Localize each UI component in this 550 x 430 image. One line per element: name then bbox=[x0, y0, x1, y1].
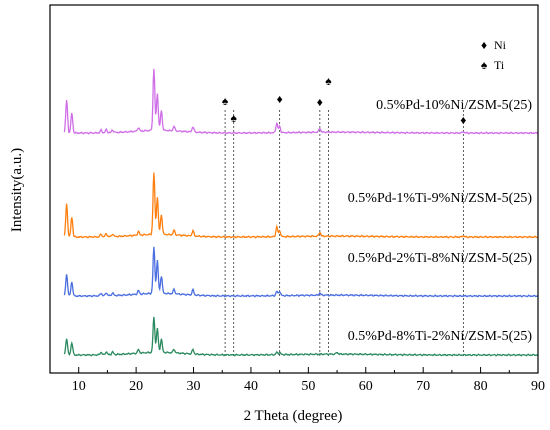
ni-marker-icon: ♦ bbox=[460, 113, 466, 127]
x-tick-label: 40 bbox=[244, 379, 258, 394]
legend: ♦ Ni ♠ Ti bbox=[481, 38, 507, 72]
ti-legend-icon: ♠ bbox=[481, 58, 488, 72]
y-axis-title: Intensity(a.u.) bbox=[9, 148, 25, 232]
ti-marker-icon: ♠ bbox=[325, 74, 332, 88]
ti-marker-icon: ♠ bbox=[222, 94, 229, 108]
legend-label-ni: Ni bbox=[494, 38, 507, 52]
series-line-2 bbox=[63, 172, 539, 239]
ni-marker-icon: ♦ bbox=[277, 92, 283, 106]
plot-frame bbox=[49, 4, 539, 374]
axes: 10 20 30 40 50 60 70 80 90 bbox=[49, 4, 545, 394]
series-label-2: 0.5%Pd-1%Ti-9%Ni/ZSM-5(25) bbox=[348, 191, 533, 206]
phase-markers: ♠♠♦ ♦♠♦ bbox=[222, 74, 467, 127]
series-lines bbox=[63, 68, 539, 357]
series-line-3 bbox=[63, 246, 539, 298]
x-tick-label: 80 bbox=[474, 379, 488, 394]
x-tick-label: 90 bbox=[531, 379, 545, 394]
series-line-4 bbox=[63, 316, 539, 357]
x-tick-label: 20 bbox=[129, 379, 143, 394]
reference-lines bbox=[224, 110, 464, 357]
x-tick-label: 60 bbox=[359, 379, 373, 394]
x-tick-label: 50 bbox=[301, 379, 315, 394]
series-label-1: 0.5%Pd-10%Ni/ZSM-5(25) bbox=[376, 98, 532, 113]
x-axis-title: 2 Theta (degree) bbox=[244, 408, 343, 424]
x-tick-label: 30 bbox=[187, 379, 201, 394]
x-tick-label: 70 bbox=[416, 379, 430, 394]
legend-label-ti: Ti bbox=[494, 58, 505, 72]
series-label-3: 0.5%Pd-2%Ti-8%Ni/ZSM-5(25) bbox=[348, 251, 533, 266]
ni-legend-icon: ♦ bbox=[481, 38, 487, 52]
series-line-1 bbox=[63, 68, 539, 135]
series-label-4: 0.5%Pd-8%Ti-2%Ni/ZSM-5(25) bbox=[348, 329, 533, 344]
x-tick-label: 10 bbox=[72, 379, 86, 394]
series-labels: 0.5%Pd-10%Ni/ZSM-5(25) 0.5%Pd-1%Ti-9%Ni/Z… bbox=[348, 98, 533, 344]
ti-marker-icon: ♠ bbox=[231, 111, 238, 125]
ni-marker-icon: ♦ bbox=[317, 95, 323, 109]
